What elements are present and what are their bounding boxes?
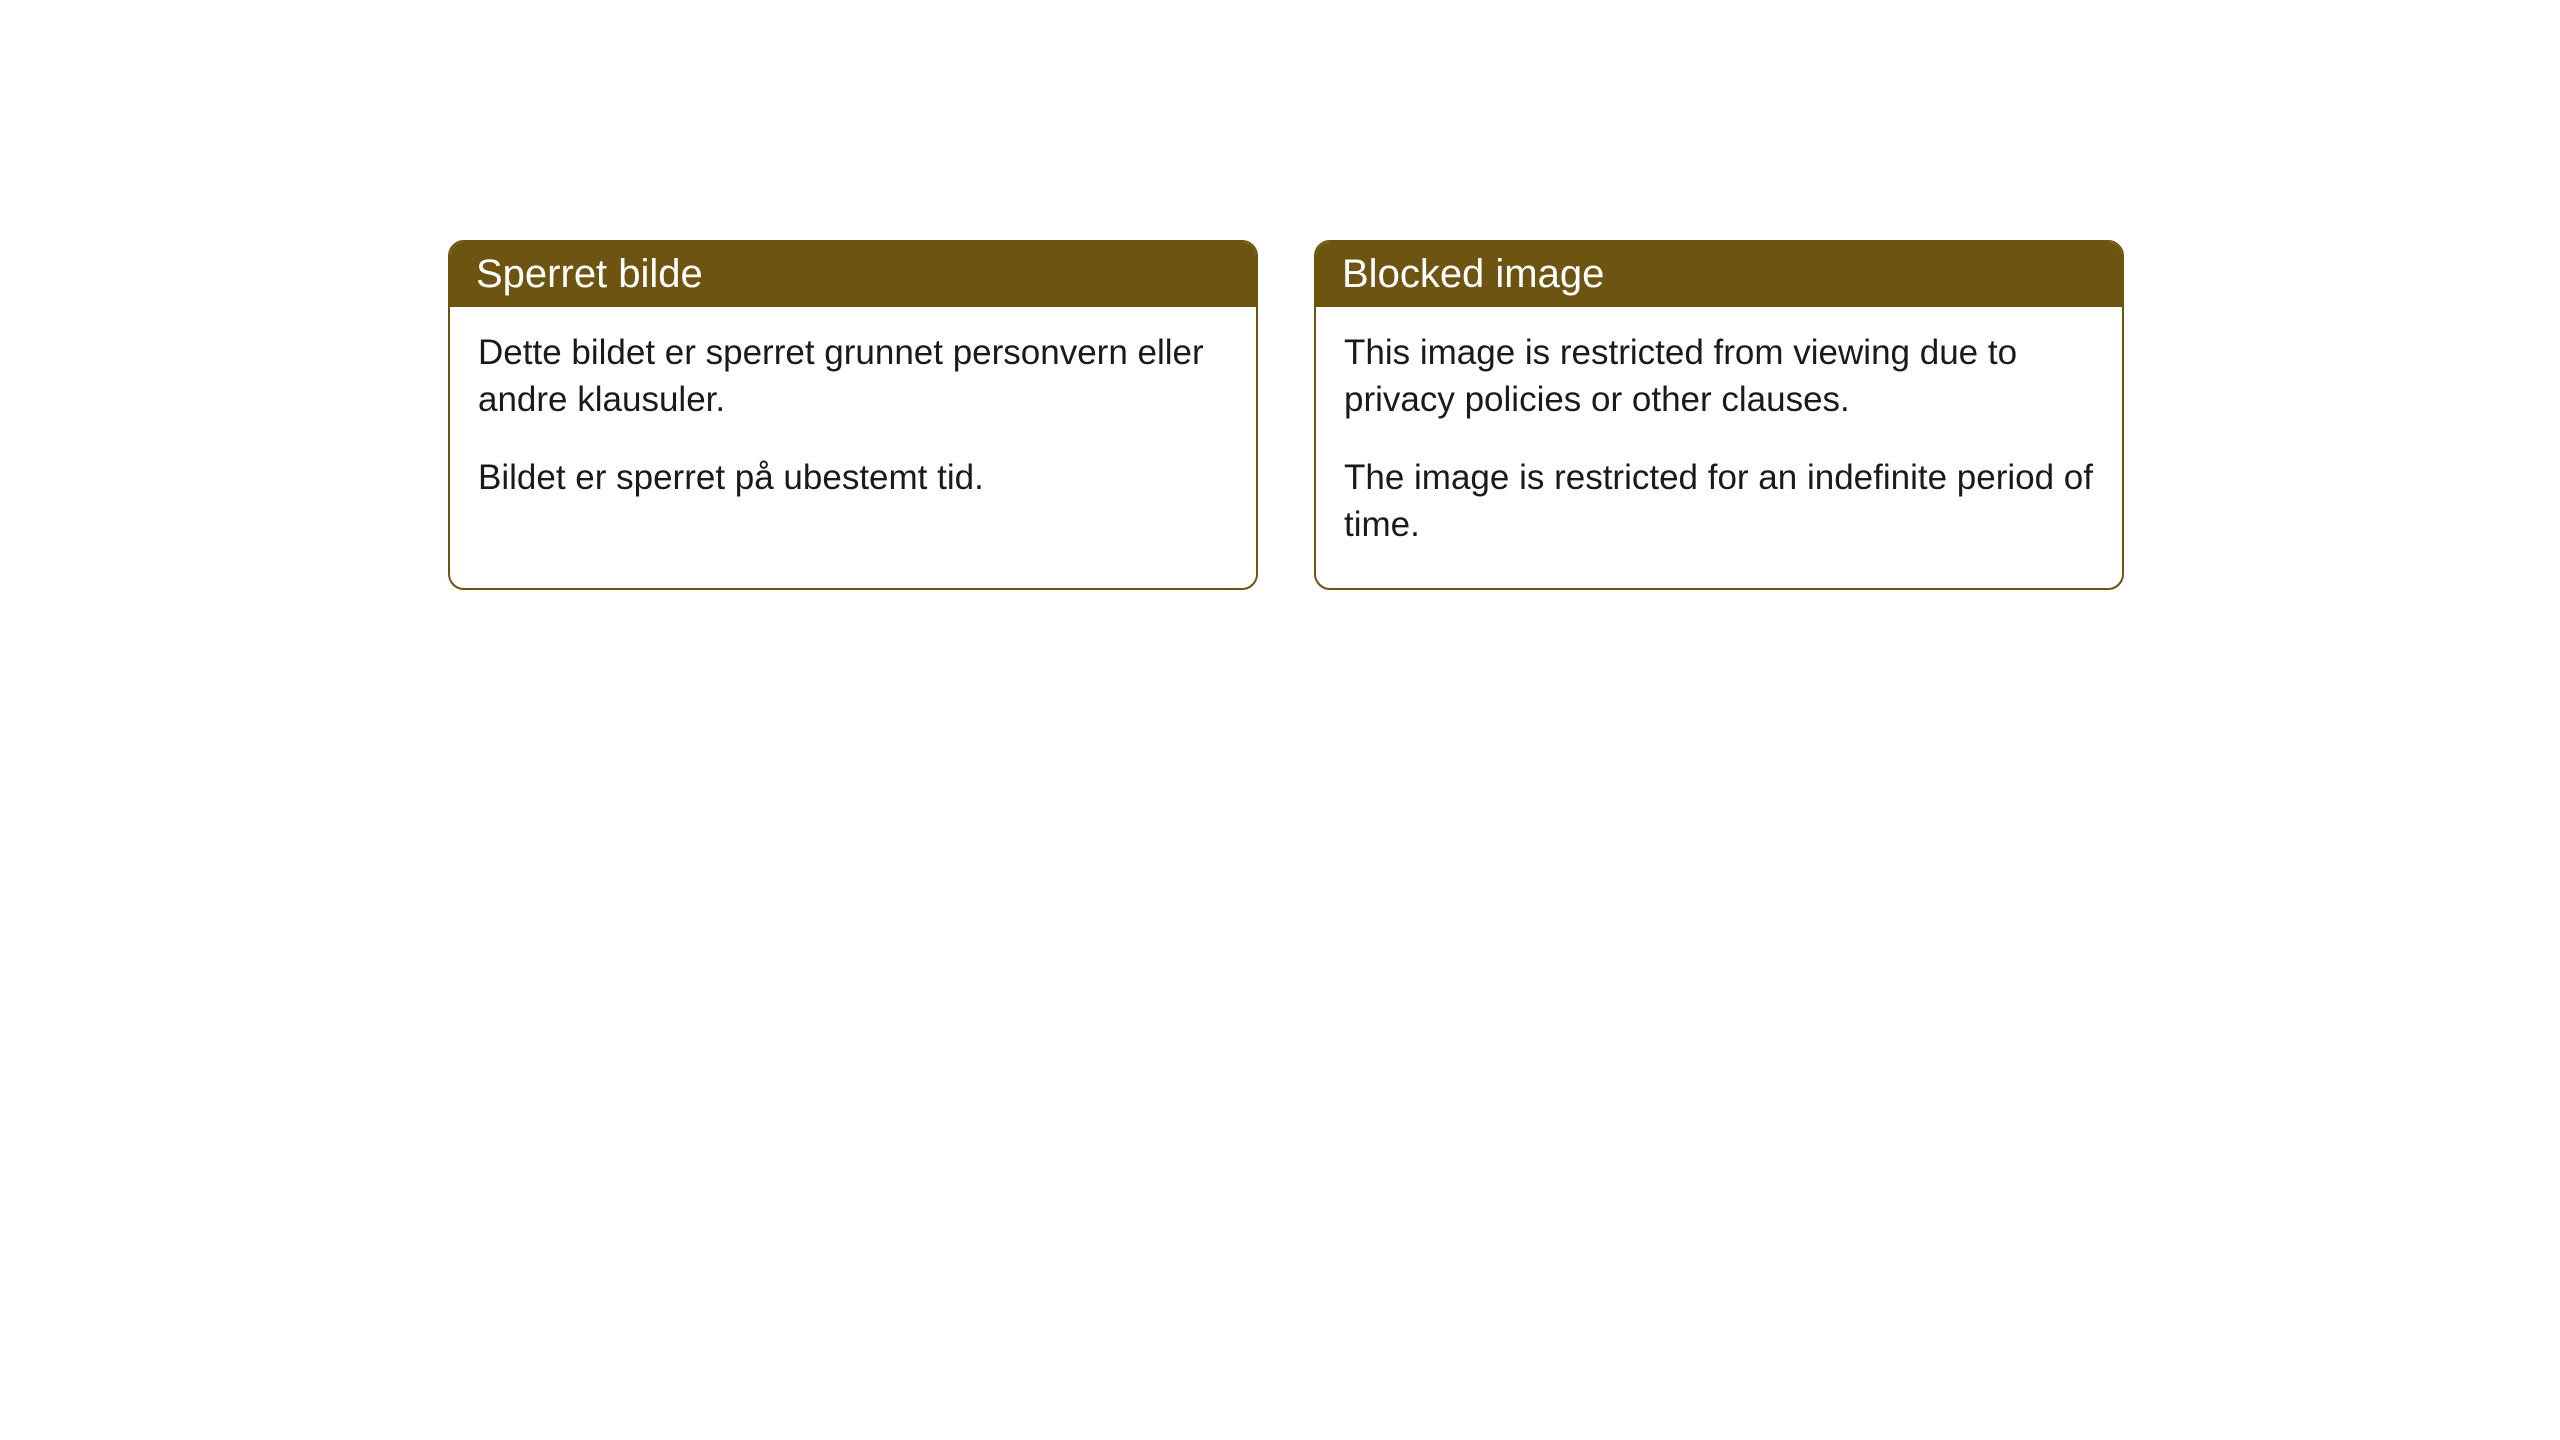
card-paragraph-1-english: This image is restricted from viewing du…	[1344, 329, 2094, 424]
blocked-image-card-norwegian: Sperret bilde Dette bildet er sperret gr…	[448, 240, 1258, 590]
blocked-image-card-english: Blocked image This image is restricted f…	[1314, 240, 2124, 590]
card-header-english: Blocked image	[1316, 242, 2122, 307]
card-body-norwegian: Dette bildet er sperret grunnet personve…	[450, 307, 1256, 541]
card-paragraph-2-english: The image is restricted for an indefinit…	[1344, 454, 2094, 549]
card-paragraph-2-norwegian: Bildet er sperret på ubestemt tid.	[478, 454, 1228, 501]
card-body-english: This image is restricted from viewing du…	[1316, 307, 2122, 588]
cards-container: Sperret bilde Dette bildet er sperret gr…	[0, 0, 2560, 590]
card-paragraph-1-norwegian: Dette bildet er sperret grunnet personve…	[478, 329, 1228, 424]
card-header-norwegian: Sperret bilde	[450, 242, 1256, 307]
